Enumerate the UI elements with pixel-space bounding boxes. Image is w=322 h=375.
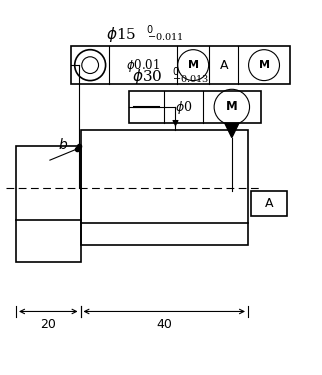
Text: $\phi$15: $\phi$15 bbox=[106, 25, 137, 44]
Text: A: A bbox=[220, 58, 228, 72]
Text: $-$0.011: $-$0.011 bbox=[147, 31, 183, 42]
Bar bbox=[251, 191, 287, 216]
Bar bbox=[16, 146, 80, 261]
Text: $b$: $b$ bbox=[58, 136, 68, 152]
Text: M: M bbox=[259, 60, 270, 70]
Text: $\phi$0: $\phi$0 bbox=[175, 99, 192, 116]
Text: 0: 0 bbox=[147, 26, 153, 35]
Text: $-$0.013: $-$0.013 bbox=[172, 72, 210, 84]
Text: 20: 20 bbox=[40, 318, 56, 331]
Text: 0: 0 bbox=[172, 67, 178, 77]
Text: $\phi$0.01: $\phi$0.01 bbox=[126, 57, 160, 74]
Text: A: A bbox=[265, 197, 273, 210]
Text: M: M bbox=[226, 100, 238, 114]
Polygon shape bbox=[225, 123, 239, 138]
Text: $\phi$30: $\phi$30 bbox=[132, 67, 163, 86]
Bar bbox=[71, 46, 290, 84]
Text: 40: 40 bbox=[156, 318, 172, 331]
Text: M: M bbox=[188, 60, 199, 70]
Bar bbox=[129, 91, 261, 123]
Bar bbox=[80, 129, 248, 246]
